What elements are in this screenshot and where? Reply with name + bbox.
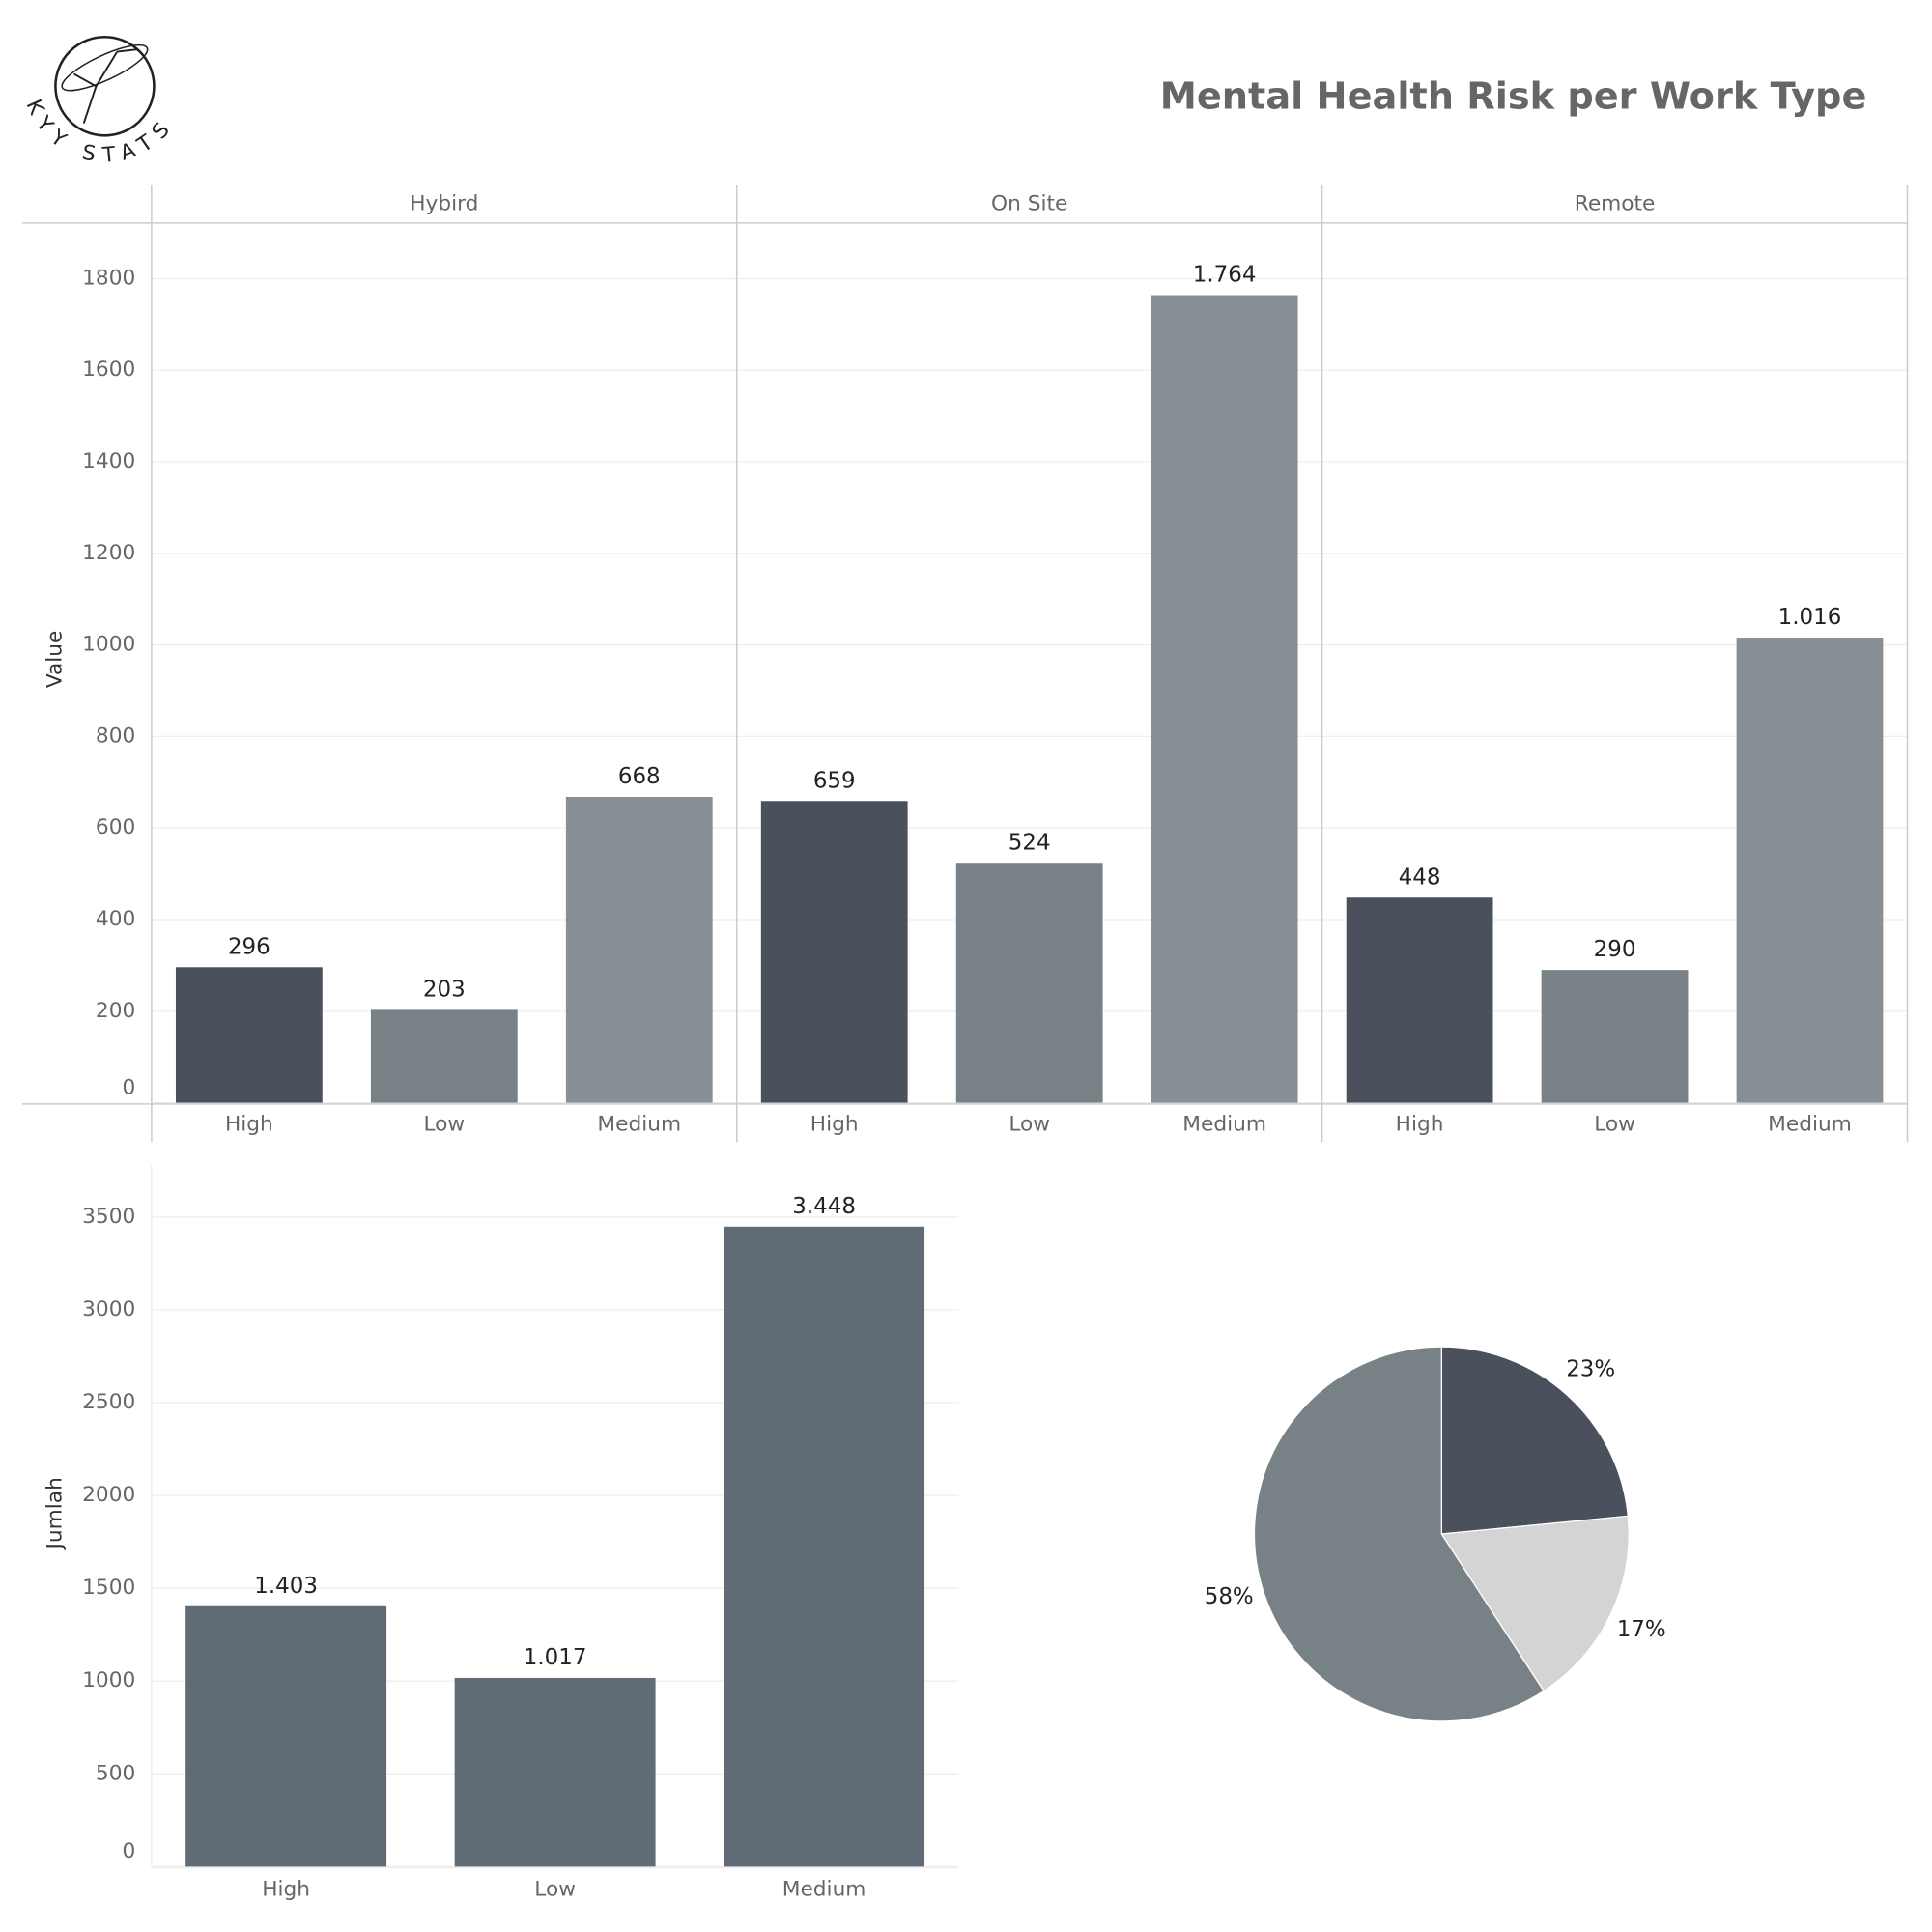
bar bbox=[185, 1605, 387, 1867]
value-label: 524 bbox=[1009, 830, 1051, 855]
bar bbox=[565, 796, 713, 1103]
logo-text-path: KYY STATS bbox=[21, 96, 173, 168]
x-tick-label: Medium bbox=[1768, 1113, 1852, 1137]
y-tick-label: 1400 bbox=[82, 449, 135, 473]
value-label: 668 bbox=[618, 764, 661, 789]
y-tick-label: 1500 bbox=[82, 1576, 135, 1600]
value-label: 58% bbox=[1205, 1584, 1254, 1609]
y-tick-label: 3000 bbox=[82, 1297, 135, 1321]
y-tick-label: 400 bbox=[96, 907, 135, 931]
page-title: Mental Health Risk per Work Type bbox=[1160, 75, 1867, 119]
bar bbox=[1736, 638, 1884, 1103]
y-tick-label: 200 bbox=[96, 999, 135, 1023]
y-tick-label: 2500 bbox=[82, 1390, 135, 1414]
y-tick-label: 1200 bbox=[82, 541, 135, 565]
logo: KYY STATS bbox=[21, 35, 180, 168]
y-axis-title: Value bbox=[43, 631, 67, 689]
value-label: 17% bbox=[1617, 1617, 1666, 1642]
y-tick-label: 1800 bbox=[82, 266, 135, 290]
bar bbox=[175, 967, 323, 1103]
bar bbox=[724, 1226, 925, 1867]
x-tick-label: Low bbox=[534, 1878, 576, 1902]
pie-slice bbox=[1440, 1515, 1630, 1692]
pie-slice bbox=[1253, 1346, 1545, 1722]
logo-ring bbox=[54, 35, 156, 137]
logo-text: KYY STATS bbox=[21, 96, 180, 168]
pie-slice bbox=[1440, 1346, 1630, 1535]
facet-label: Remote bbox=[1575, 192, 1656, 216]
y-tick-label: 500 bbox=[96, 1761, 135, 1785]
value-label: 3.448 bbox=[792, 1194, 856, 1219]
value-label: 1.017 bbox=[524, 1645, 587, 1670]
bar bbox=[1151, 295, 1298, 1103]
value-label: 296 bbox=[228, 934, 270, 959]
value-label: 290 bbox=[1594, 937, 1636, 962]
x-tick-label: Medium bbox=[597, 1113, 681, 1137]
x-tick-label: High bbox=[810, 1113, 859, 1137]
x-tick-label: Low bbox=[1594, 1113, 1635, 1137]
facet-label: Hybird bbox=[410, 192, 478, 216]
bar bbox=[1541, 970, 1689, 1103]
y-tick-label: 1000 bbox=[82, 1668, 135, 1692]
facet-label: On Site bbox=[991, 192, 1067, 216]
y-tick-label: 2000 bbox=[82, 1483, 135, 1507]
logo-lines bbox=[73, 48, 138, 124]
value-label: 23% bbox=[1566, 1357, 1615, 1382]
bar bbox=[760, 801, 908, 1103]
value-label: 203 bbox=[423, 977, 466, 1002]
bar bbox=[955, 863, 1103, 1103]
logo-orbit bbox=[61, 43, 149, 92]
value-label: 1.403 bbox=[254, 1574, 318, 1599]
y-axis-title: Jumlah bbox=[43, 1477, 67, 1550]
x-tick-label: Medium bbox=[1182, 1113, 1266, 1137]
y-tick-label: 3500 bbox=[82, 1205, 135, 1229]
value-label: 659 bbox=[813, 768, 856, 793]
y-tick-label: 600 bbox=[96, 815, 135, 839]
y-tick-label: 1000 bbox=[82, 633, 135, 657]
value-label: 1.016 bbox=[1778, 605, 1842, 630]
value-label: 448 bbox=[1399, 865, 1441, 890]
x-tick-label: High bbox=[262, 1878, 310, 1902]
bar bbox=[370, 1009, 518, 1103]
y-tick-label: 0 bbox=[123, 1075, 136, 1099]
x-tick-label: Low bbox=[1009, 1113, 1050, 1137]
value-label: 1.764 bbox=[1193, 263, 1257, 288]
x-tick-label: High bbox=[225, 1113, 273, 1137]
bar bbox=[1346, 897, 1493, 1103]
y-tick-label: 1600 bbox=[82, 357, 135, 382]
x-tick-label: High bbox=[1396, 1113, 1444, 1137]
y-tick-label: 800 bbox=[96, 724, 135, 748]
x-tick-label: Low bbox=[423, 1113, 465, 1137]
y-tick-label: 0 bbox=[123, 1839, 136, 1863]
bar bbox=[454, 1677, 656, 1867]
x-tick-label: Medium bbox=[782, 1878, 867, 1902]
